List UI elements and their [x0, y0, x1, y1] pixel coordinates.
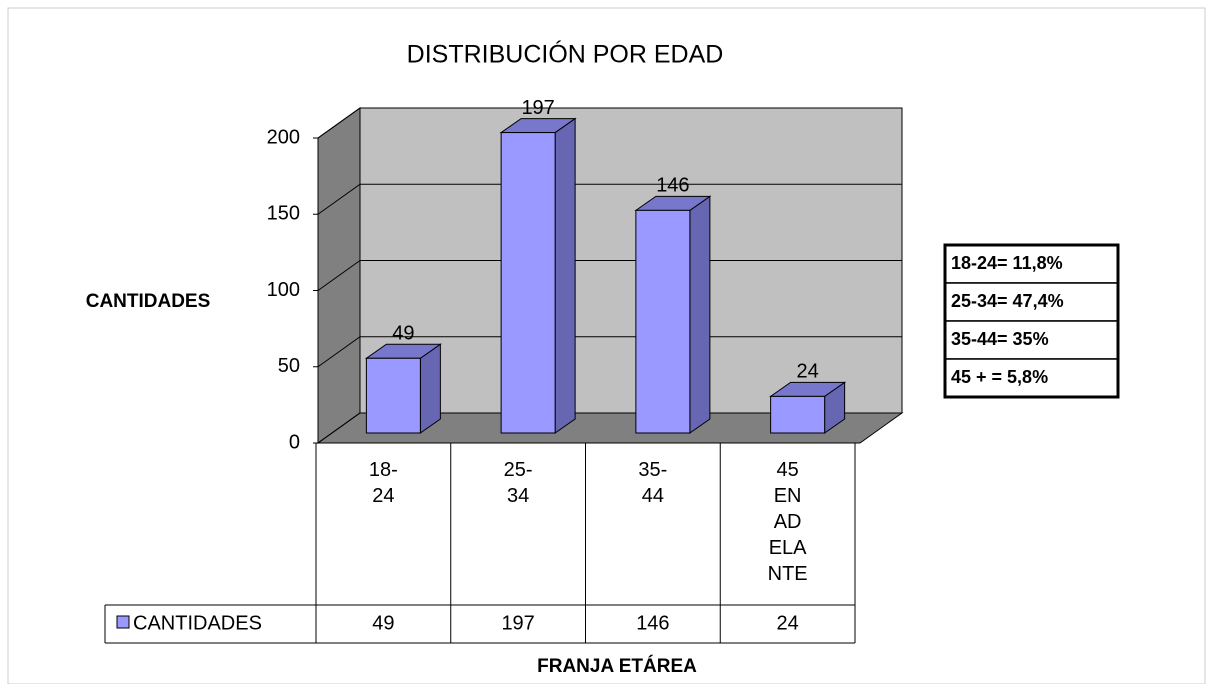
x-tick-label: 18-24 [368, 459, 398, 507]
bar [770, 395, 826, 434]
grid-line [317, 336, 361, 368]
legend-swatch [116, 615, 130, 629]
x-tick-label-box: 25-34 [503, 459, 533, 507]
annotation: 25-34= 47,4% [951, 291, 1064, 311]
bar [500, 132, 556, 434]
y-tick-label: 100 [267, 279, 300, 301]
y-tick-label: 0 [289, 431, 300, 453]
data-label: 146 [656, 175, 689, 197]
table-value: 146 [636, 612, 669, 634]
x-tick-label: 35-44 [638, 459, 668, 507]
grid-line [317, 183, 361, 215]
grid-line [317, 412, 361, 444]
annotation: 18-24= 11,8% [951, 253, 1063, 273]
annotation-box [943, 243, 1120, 399]
x-tick-label-box: 45 EN ADELANTE [767, 459, 808, 585]
bar-side [554, 117, 576, 434]
grid-line [317, 260, 361, 291]
table-value: 24 [777, 612, 799, 634]
legend-label: CANTIDADES [133, 612, 262, 634]
data-label: 24 [797, 361, 819, 383]
data-label: 49 [392, 323, 414, 345]
y-tick-label: 200 [267, 126, 300, 148]
x-tick-label-box: 35-44 [638, 459, 668, 507]
x-tick-label: 45 EN ADELANTE [767, 459, 808, 585]
x-axis-label: FRANJA ETÁREA [537, 655, 697, 677]
y-axis-label: CANTIDADES [86, 291, 211, 312]
x-tick-label-box: 18-24 [368, 459, 398, 507]
bar-side [419, 343, 441, 434]
annotation: 35-44= 35% [951, 329, 1049, 349]
annotation: 45 + = 5,8% [951, 367, 1048, 387]
chart-title: DISTRIBUCIÓN POR EDAD [407, 40, 724, 69]
y-tick-label: 50 [278, 355, 300, 377]
data-label: 197 [521, 97, 554, 119]
bar [365, 357, 421, 434]
table-value: 49 [372, 612, 394, 634]
bar-side [689, 195, 711, 434]
grid-line [317, 107, 361, 139]
y-tick-label: 150 [267, 203, 300, 225]
bar [635, 209, 691, 434]
x-tick-label: 25-34 [503, 459, 533, 507]
table-value: 197 [501, 612, 534, 634]
